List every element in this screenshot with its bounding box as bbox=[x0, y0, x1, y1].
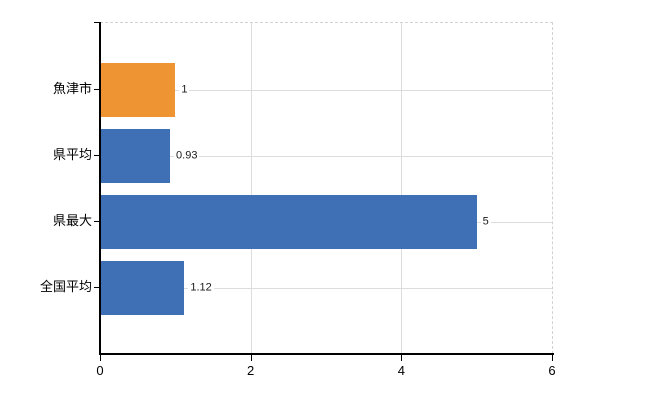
gridline-vertical bbox=[401, 23, 403, 354]
bar-value-label: 1.12 bbox=[188, 281, 214, 295]
y-axis-tick bbox=[94, 155, 100, 156]
gridline-vertical bbox=[250, 23, 252, 354]
gridline-horizontal bbox=[100, 156, 552, 157]
bar bbox=[100, 261, 185, 315]
y-axis-tick bbox=[94, 89, 100, 90]
y-axis-tick bbox=[94, 287, 100, 288]
x-axis-tick bbox=[250, 354, 252, 361]
plot-area: 1 0.93 5 1.12 bbox=[100, 22, 553, 354]
category-label: 魚津市 bbox=[52, 81, 92, 97]
x-axis-tick-label: 0 bbox=[96, 363, 104, 378]
y-axis-line bbox=[99, 22, 101, 354]
bar bbox=[100, 129, 171, 183]
x-axis-tick bbox=[552, 354, 553, 361]
bar-value-label: 1 bbox=[179, 83, 190, 97]
category-label: 全国平均 bbox=[39, 279, 92, 295]
bar bbox=[100, 63, 176, 117]
x-axis-tick-label: 2 bbox=[247, 363, 255, 378]
category-label: 県最大 bbox=[52, 213, 92, 229]
x-axis-tick-label: 4 bbox=[397, 363, 405, 378]
gridline-horizontal bbox=[100, 90, 552, 91]
category-label: 県平均 bbox=[52, 147, 92, 163]
gridline-horizontal bbox=[100, 288, 552, 289]
bar-value-label: 0.93 bbox=[174, 149, 200, 163]
bar bbox=[100, 195, 477, 249]
bar-value-label: 5 bbox=[480, 215, 491, 229]
x-axis-line bbox=[99, 353, 554, 355]
x-axis-tick-label: 6 bbox=[548, 363, 556, 378]
x-axis-tick bbox=[401, 354, 403, 361]
x-axis-tick bbox=[100, 354, 101, 361]
y-axis-tick bbox=[94, 221, 100, 222]
y-axis-tick bbox=[94, 22, 100, 23]
